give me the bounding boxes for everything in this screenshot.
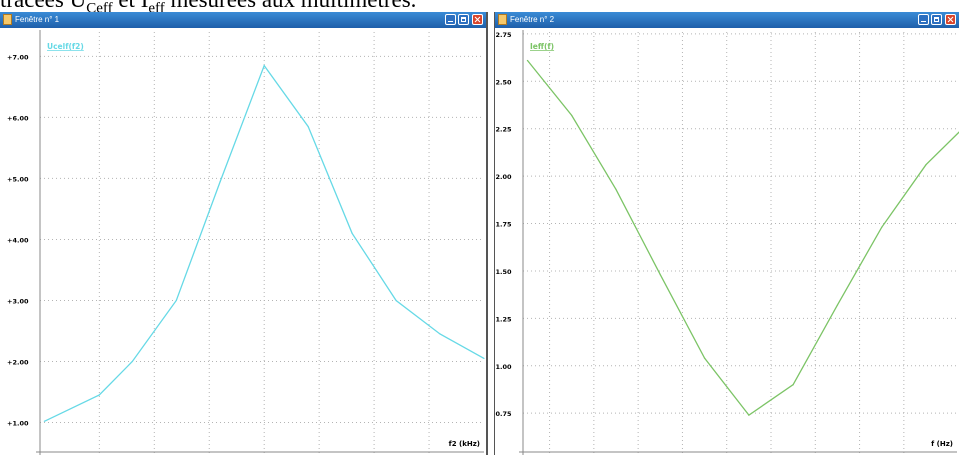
data-point <box>98 394 100 396</box>
y-tick-label: +6.00 <box>7 114 29 122</box>
caption-middle: et I <box>113 0 148 12</box>
x-axis-label: f2 (kHz) <box>449 440 480 448</box>
window-title: Fenêtre n° 2 <box>510 15 555 24</box>
y-tick-label: +4.00 <box>7 236 29 244</box>
data-point <box>263 64 265 67</box>
page-caption: tracées UCeff et Ieff mesurées aux multi… <box>0 0 417 17</box>
data-point <box>439 333 441 335</box>
data-point <box>792 384 794 386</box>
data-point <box>526 59 529 62</box>
window-titlebar[interactable]: Fenêtre n° 2 <box>495 12 959 28</box>
y-tick-label: +5.00 <box>7 175 29 183</box>
data-point <box>131 360 133 363</box>
window-app-icon <box>498 14 507 25</box>
minimize-icon[interactable] <box>445 14 456 25</box>
data-point <box>483 357 485 360</box>
y-tick-label: +2.75 <box>495 31 512 39</box>
y-tick-label: +7.00 <box>7 53 29 61</box>
data-point <box>836 304 839 306</box>
data-point <box>175 299 177 302</box>
y-tick-label: +2.25 <box>495 126 512 134</box>
y-tick-label: +3.00 <box>7 297 29 305</box>
chart-ieff-f[interactable]: +0.75 +1.00 +1.25 +1.50 +1.75 +2.00 +2.25 +2.50… <box>495 28 959 455</box>
y-tick-label: +0.75 <box>495 410 512 418</box>
y-tick-label: +1.25 <box>495 315 512 323</box>
chart-window-2[interactable]: Fenêtre n° 2 +0.75 +1.00 +1.25 +1.50 +1.75 +2… <box>494 12 959 455</box>
chart-ucelf-f2[interactable]: +1.00+2.00+3.00+4.00+5.00+6.00+7.00+0.75… <box>0 28 486 455</box>
minimize-icon[interactable] <box>918 14 929 25</box>
data-point <box>925 164 927 166</box>
y-tick-label: +1.00 <box>7 419 29 427</box>
window-titlebar[interactable]: Fenêtre n° 1 <box>0 12 486 28</box>
series-title: Ieff(f) <box>530 42 554 51</box>
maximize-icon[interactable] <box>458 14 469 25</box>
data-point <box>748 414 750 416</box>
y-tick-label: +2.00 <box>495 173 512 181</box>
data-point <box>43 420 45 422</box>
data-point <box>351 232 353 234</box>
data-point <box>571 114 573 117</box>
y-tick-label: +2.00 <box>7 358 29 366</box>
data-point <box>659 274 661 276</box>
close-icon[interactable] <box>945 14 956 25</box>
window-app-icon <box>3 14 12 25</box>
y-tick-label: +1.75 <box>495 221 512 229</box>
series-title: Ucelf(f2) <box>47 42 84 51</box>
data-point <box>219 180 221 183</box>
series-line <box>526 59 959 416</box>
data-point <box>615 188 617 191</box>
y-tick-label: +1.50 <box>495 268 512 276</box>
y-tick-label: +2.50 <box>495 78 512 86</box>
x-axis-label: f (Hz) <box>931 440 953 448</box>
data-point <box>703 357 706 359</box>
y-tick-label: +1.00 <box>495 363 512 371</box>
series-line <box>44 64 485 422</box>
caption-text: tracées U <box>0 0 86 12</box>
close-icon[interactable] <box>472 14 483 25</box>
maximize-icon[interactable] <box>931 14 942 25</box>
window-title: Fenêtre n° 1 <box>15 15 60 24</box>
data-point <box>395 299 397 302</box>
data-point <box>307 125 309 128</box>
caption-tail: mesurées aux multimètres. <box>165 0 417 12</box>
data-point <box>881 226 883 228</box>
chart-window-1[interactable]: Fenêtre n° 1 +1.00 +2.00 +3.00 +4.00 +5.00 +6… <box>0 12 488 455</box>
